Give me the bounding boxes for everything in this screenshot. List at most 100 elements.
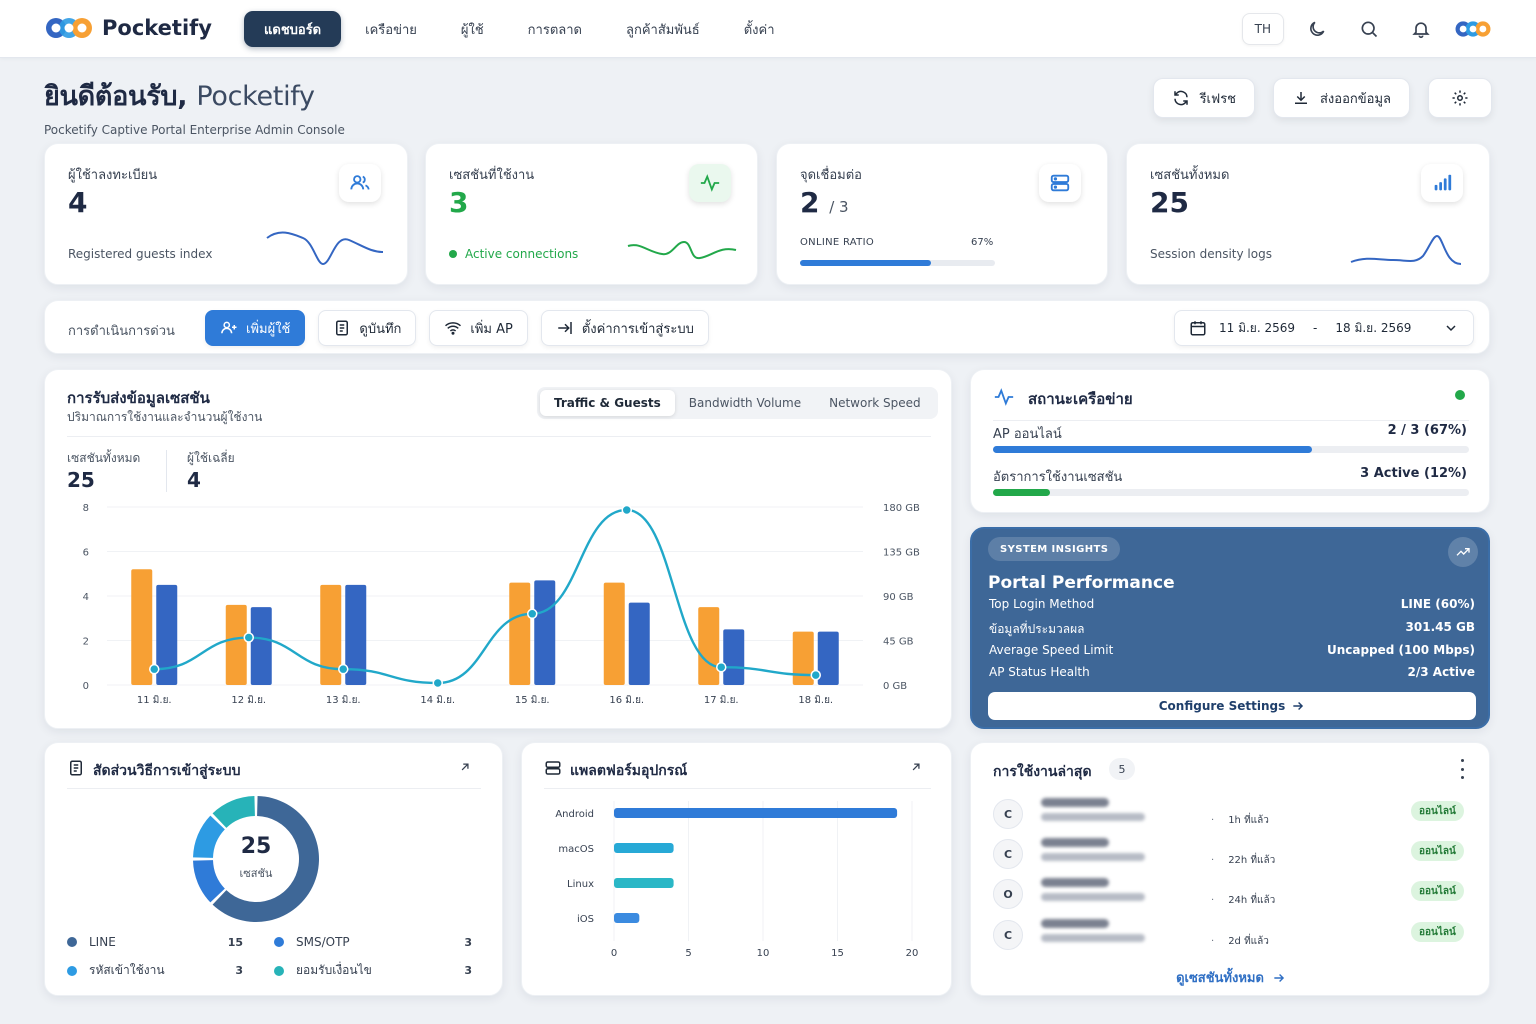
nav-dashboard[interactable]: แดชบอร์ด <box>244 11 342 47</box>
status-badge: ออนไลน์ <box>1411 841 1464 861</box>
nav-settings[interactable]: ตั้งค่า <box>743 22 775 38</box>
tab-network-speed[interactable]: Network Speed <box>829 396 921 410</box>
settings-button[interactable] <box>1428 78 1492 118</box>
session-usage-bar <box>993 489 1469 496</box>
expand-icon[interactable] <box>458 760 472 774</box>
tab-bandwidth-volume[interactable]: Bandwidth Volume <box>688 396 802 410</box>
x-tick-label: 10 <box>757 948 770 959</box>
list-item[interactable]: C · 2d ที่แล้ว ออนไลน์ <box>993 916 1473 952</box>
donut-slice <box>193 815 225 858</box>
bar-orange <box>603 582 625 685</box>
dark-mode-icon[interactable] <box>1298 12 1336 46</box>
y2-tick-label: 180 GB <box>883 503 920 514</box>
sparkline <box>1350 234 1462 265</box>
nav-marketing[interactable]: การตลาด <box>527 22 582 38</box>
donut-total-label: เซสชัน <box>239 867 273 880</box>
nav-network[interactable]: เครือข่าย <box>365 22 417 38</box>
tab-traffic-guests[interactable]: Traffic & Guests <box>540 390 675 416</box>
line-point <box>338 663 349 675</box>
nav-users[interactable]: ผู้ใช้ <box>460 22 484 38</box>
login-methods-donut <box>193 796 319 922</box>
export-button[interactable]: ส่งออกข้อมูล <box>1273 78 1410 118</box>
y2-tick-label: 90 GB <box>883 592 914 603</box>
bar-blue <box>250 607 272 685</box>
legend-dot <box>67 965 77 976</box>
line-point <box>149 663 160 675</box>
bar-blue <box>723 629 745 685</box>
insights-badge: SYSTEM INSIGHTS <box>988 537 1121 561</box>
donut-total: 25 <box>240 834 272 859</box>
network-online-dot <box>1455 390 1465 400</box>
redacted-mac <box>1041 893 1145 901</box>
bar-orange <box>792 631 814 685</box>
add-user-button[interactable]: เพิ่มผู้ใช้ <box>205 310 306 346</box>
line-point <box>243 632 254 643</box>
date-range-picker[interactable]: 11 มิ.ย. 2569 - 18 มิ.ย. 2569 <box>1174 310 1474 346</box>
bell-icon[interactable] <box>1402 12 1440 46</box>
brand[interactable]: Pocketify <box>44 14 212 42</box>
welcome-header: ยินดีต้อนรับ, Pocketify Pocketify Captiv… <box>44 74 345 137</box>
nav-crm[interactable]: ลูกค้าสัมพันธ์ <box>625 22 700 38</box>
gear-icon <box>1452 90 1468 106</box>
bar-orange <box>698 607 720 685</box>
y-tick-label: 0 <box>83 681 89 692</box>
server-icon <box>1039 164 1081 202</box>
redacted-name <box>1041 878 1109 887</box>
arrow-right-icon <box>1293 702 1304 710</box>
users-icon <box>339 164 381 202</box>
more-vertical-icon[interactable] <box>1459 759 1465 779</box>
x-tick-label: 13 มิ.ย. <box>326 695 361 706</box>
x-tick-label: 11 มิ.ย. <box>137 695 172 706</box>
view-all-sessions-link[interactable]: ดูเซสชันทั้งหมด <box>971 967 1491 988</box>
document-icon <box>336 320 349 336</box>
x-tick-label: 5 <box>685 948 691 959</box>
expand-icon[interactable] <box>909 760 923 774</box>
trend-up-icon[interactable] <box>1448 537 1478 567</box>
page-title: ยินดีต้อนรับ, Pocketify <box>44 81 315 112</box>
search-icon[interactable] <box>1350 12 1388 46</box>
add-user-icon <box>221 321 237 334</box>
ap-online-fill <box>993 446 1312 453</box>
list-item[interactable]: O · 24h ที่แล้ว ออนไลน์ <box>993 875 1473 911</box>
system-insights-card: SYSTEM INSIGHTS Portal Performance Top L… <box>970 527 1490 729</box>
view-logs-button[interactable]: ดูบันทึก <box>318 310 417 346</box>
x-tick-label: 18 มิ.ย. <box>798 695 833 706</box>
platform-bar <box>614 913 640 923</box>
redacted-mac <box>1041 934 1145 942</box>
language-switcher[interactable]: TH <box>1241 13 1284 45</box>
session-usage-fill <box>993 489 1051 496</box>
line-point <box>527 608 538 620</box>
login-settings-button[interactable]: ตั้งค่าการเข้าสู่ระบบ <box>540 310 709 346</box>
avatar: C <box>993 799 1023 829</box>
main-nav: แดชบอร์ด เครือข่าย ผู้ใช้ การตลาด ลูกค้า… <box>244 11 799 47</box>
bar-blue <box>817 631 839 685</box>
x-tick-label: 14 มิ.ย. <box>420 695 455 706</box>
bar-blue <box>156 584 178 685</box>
add-ap-button[interactable]: เพิ่ม AP <box>429 310 528 346</box>
stat-card-active-sessions: เซสชันที่ใช้งาน 3 Active connections <box>425 143 758 285</box>
y-tick-label: 8 <box>83 503 89 514</box>
x-tick-label: 16 มิ.ย. <box>609 695 644 706</box>
bar-blue <box>534 580 556 685</box>
bandwidth-line <box>154 508 816 685</box>
y-tick-label: Android <box>555 809 594 820</box>
user-avatar-logo[interactable] <box>1454 12 1492 46</box>
configure-settings-button[interactable]: Configure Settings <box>988 692 1476 720</box>
recent-count-badge: 5 <box>1109 758 1135 780</box>
avatar: C <box>993 920 1023 950</box>
platform-bar <box>614 843 674 853</box>
status-badge: ออนไลน์ <box>1411 881 1464 901</box>
platform-bar <box>614 808 898 818</box>
refresh-button[interactable]: รีเฟรช <box>1152 78 1255 118</box>
line-point <box>432 677 443 689</box>
arrow-right-icon <box>1274 973 1284 982</box>
list-item[interactable]: C · 1h ที่แล้ว ออนไลน์ <box>993 795 1473 831</box>
legend-line: LINE 15 <box>67 935 243 949</box>
x-tick-label: 17 มิ.ย. <box>704 695 739 706</box>
legend-dot <box>274 937 284 947</box>
status-badge: ออนไลน์ <box>1411 801 1464 821</box>
list-item[interactable]: C · 22h ที่แล้ว ออนไลน์ <box>993 835 1473 871</box>
x-tick-label: 0 <box>611 948 617 959</box>
y-tick-label: 2 <box>83 637 89 648</box>
bar-orange <box>320 584 342 685</box>
